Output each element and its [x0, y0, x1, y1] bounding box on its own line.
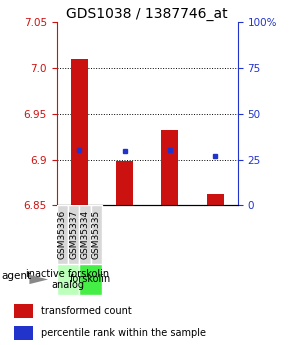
Text: agent: agent [1, 272, 31, 281]
Bar [90, 205, 102, 264]
Text: GSM35337: GSM35337 [69, 210, 78, 259]
Text: percentile rank within the sample: percentile rank within the sample [41, 328, 206, 338]
Bar [68, 205, 79, 264]
Text: GSM35335: GSM35335 [92, 210, 101, 259]
Text: inactive forskolin
analog: inactive forskolin analog [26, 269, 109, 290]
Polygon shape [29, 275, 48, 284]
Bar [79, 264, 102, 295]
Text: GSM35334: GSM35334 [80, 210, 89, 259]
Bar [14, 304, 33, 318]
Bar [161, 130, 178, 205]
Title: GDS1038 / 1387746_at: GDS1038 / 1387746_at [66, 7, 228, 21]
Bar [116, 161, 133, 205]
Bar [14, 326, 33, 340]
Bar [57, 205, 68, 264]
Bar [206, 194, 224, 205]
Bar [70, 59, 88, 205]
Text: transformed count: transformed count [41, 306, 132, 316]
Text: GSM35336: GSM35336 [58, 210, 67, 259]
Bar [57, 264, 79, 295]
Bar [79, 205, 90, 264]
Text: forskolin: forskolin [70, 275, 111, 284]
